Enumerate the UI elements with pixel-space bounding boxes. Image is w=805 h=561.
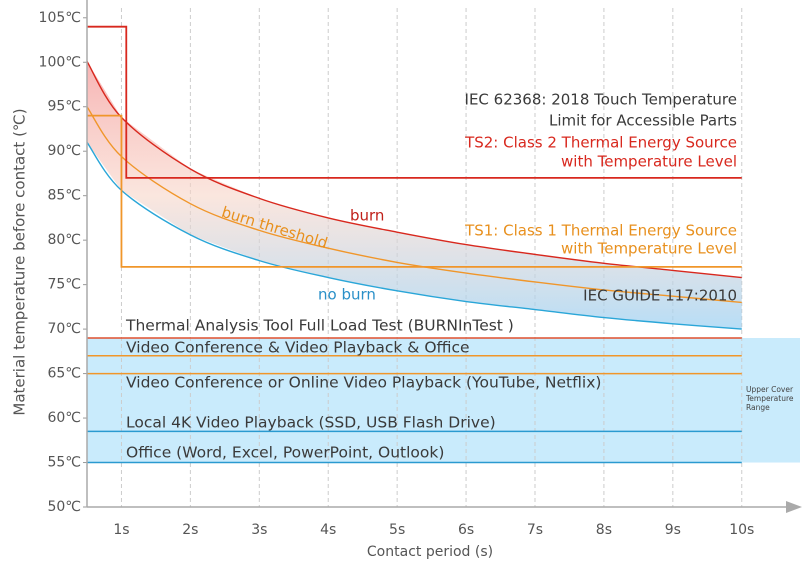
annotation: IEC 62368: 2018 Touch Temperature xyxy=(465,91,737,109)
x-tick-label: 4s xyxy=(320,522,336,538)
y-axis-title: Material temperature before contact (℃) xyxy=(11,108,29,415)
annotation: no burn xyxy=(318,286,376,304)
x-axis-arrow xyxy=(786,501,802,513)
x-tick-label: 1s xyxy=(113,522,129,538)
y-tick-label: 100℃ xyxy=(39,54,81,70)
x-tick-label: 9s xyxy=(665,522,681,538)
series-line xyxy=(87,25,742,179)
y-tick-label: 50℃ xyxy=(47,499,81,515)
x-tick-label: 5s xyxy=(389,522,405,538)
band-label: Temperature xyxy=(745,394,794,403)
temperature-band xyxy=(87,338,800,463)
annotation: burn xyxy=(350,207,384,225)
x-tick-label: 10s xyxy=(729,522,754,538)
reference-label: Office (Word, Excel, PowerPoint, Outlook… xyxy=(126,444,444,462)
x-tick-label: 2s xyxy=(182,522,198,538)
reference-label: Thermal Analysis Tool Full Load Test (BU… xyxy=(125,317,514,335)
y-tick-label: 65℃ xyxy=(47,366,81,382)
band-label: Range xyxy=(746,403,770,412)
reference-label: Video Conference or Online Video Playbac… xyxy=(126,374,601,392)
annotation: TS2: Class 2 Thermal Energy Source xyxy=(464,134,737,152)
reference-label: Video Conference & Video Playback & Offi… xyxy=(126,339,470,357)
y-tick-label: 75℃ xyxy=(47,277,81,293)
risk-area xyxy=(87,61,742,330)
x-axis-title: Contact period (s) xyxy=(367,544,493,560)
y-tick-label: 55℃ xyxy=(47,455,81,471)
annotation: Limit for Accessible Parts xyxy=(549,112,737,130)
y-tick-label: 105℃ xyxy=(39,10,81,26)
band-label: Upper Cover xyxy=(746,385,794,394)
annotation: with Temperature Level xyxy=(561,240,737,258)
series-line xyxy=(86,106,742,304)
x-tick-label: 6s xyxy=(458,522,474,538)
annotation: IEC GUIDE 117:2010 xyxy=(583,287,737,305)
y-tick-label: 60℃ xyxy=(47,410,81,426)
y-tick-label: 95℃ xyxy=(47,99,81,115)
annotation: TS1: Class 1 Thermal Energy Source xyxy=(464,222,737,240)
series-line xyxy=(87,114,742,268)
series-line xyxy=(86,61,742,279)
series-line xyxy=(86,141,742,330)
x-tick-label: 8s xyxy=(596,522,612,538)
y-tick-label: 70℃ xyxy=(47,321,81,337)
y-tick-label: 80℃ xyxy=(47,232,81,248)
annotation: with Temperature Level xyxy=(561,153,737,171)
reference-label: Local 4K Video Playback (SSD, USB Flash … xyxy=(126,414,496,432)
x-tick-label: 3s xyxy=(251,522,267,538)
y-tick-label: 90℃ xyxy=(47,143,81,159)
y-tick-label: 85℃ xyxy=(47,188,81,204)
x-tick-label: 7s xyxy=(527,522,543,538)
